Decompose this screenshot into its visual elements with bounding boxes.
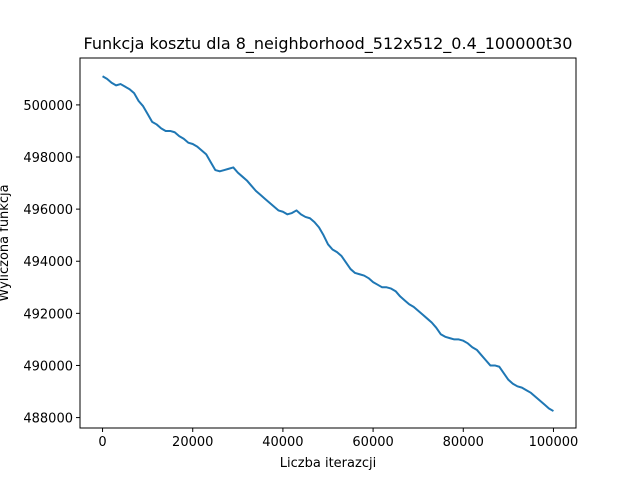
y-tick-label: 494000: [23, 255, 73, 270]
y-tick-label: 496000: [23, 203, 73, 218]
x-tick-label: 60000: [352, 435, 393, 450]
x-tick-label: 20000: [172, 435, 213, 450]
x-tick-label: 0: [98, 435, 106, 450]
y-tick-label: 500000: [23, 99, 73, 114]
x-tick-label: 80000: [443, 435, 484, 450]
y-tick-label: 490000: [23, 359, 73, 374]
x-tick-label: 100000: [529, 435, 579, 450]
x-tick-label: 40000: [262, 435, 303, 450]
plot-area: [102, 75, 554, 412]
y-axis: 488000 490000 492000 494000 496000 498000 5000…: [23, 99, 80, 427]
x-axis: 0 20000 40000 60000 80000 100000: [98, 428, 578, 450]
chart-title: Funkcja kosztu dla 8_neighborhood_512x51…: [84, 34, 573, 54]
y-axis-label: Wyliczona funkcja: [0, 184, 12, 301]
y-tick-label: 488000: [23, 412, 73, 427]
x-axis-label: Liczba iterazcji: [280, 456, 376, 471]
y-tick-label: 492000: [23, 307, 73, 322]
plot-frame: [79, 57, 577, 429]
series-line: [102, 75, 554, 412]
y-tick-label: 498000: [23, 151, 73, 166]
